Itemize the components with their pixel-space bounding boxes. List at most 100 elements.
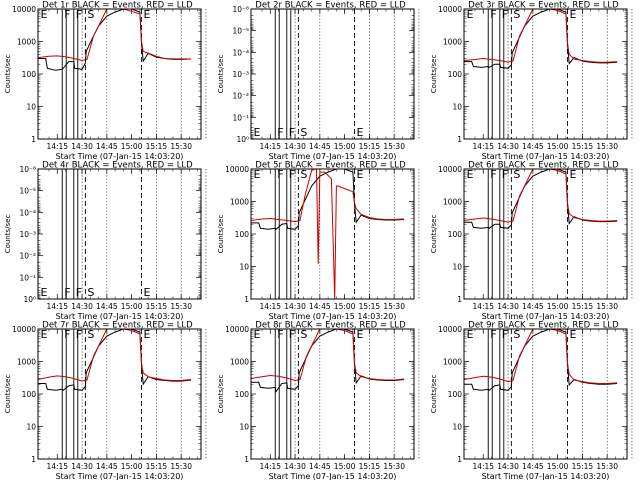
x-axis-label: Start Time (07-Jan-15 14:03:20) <box>269 472 397 480</box>
y-tick-label: 10000 <box>12 5 36 14</box>
x-tick-label: 15:30 <box>170 302 192 311</box>
x-tick-label: 14:15 <box>259 302 281 311</box>
series-lld-line <box>38 9 192 62</box>
det-panel-9: Det 9r BLACK = Events, RED = LLD Counts/s… <box>430 321 633 480</box>
y-tick-label: 10⁻⁵ <box>232 27 249 36</box>
y-axis-label: Counts/sec <box>217 55 225 94</box>
x-tick-label: 15:30 <box>383 142 405 151</box>
x-tick-label: 14:30 <box>497 462 519 471</box>
marker-label-e: E <box>41 286 48 299</box>
x-tick-label: 15:00 <box>121 462 143 471</box>
x-tick-label: 14:30 <box>71 142 93 151</box>
y-tick-label: 1000 <box>17 358 36 367</box>
plot-frame <box>463 8 628 140</box>
plot-frame <box>250 328 415 460</box>
y-tick-label: 10 <box>239 423 249 432</box>
series-lld-line <box>464 329 618 384</box>
y-axis-label: Counts/sec <box>430 375 438 414</box>
y-tick-label: 10000 <box>225 165 249 174</box>
marker-label-s: S <box>300 328 307 341</box>
x-tick-label: 15:15 <box>359 142 381 151</box>
x-tick-label: 14:15 <box>472 462 494 471</box>
marker-label-e: E <box>357 168 364 181</box>
y-tick-label: 1000 <box>230 358 249 367</box>
marker-label-f: F <box>502 168 508 181</box>
y-tick-label: 10 <box>452 263 462 272</box>
marker-label-e: E <box>144 328 151 341</box>
x-tick-label: 15:30 <box>596 302 618 311</box>
y-tick-label: 10000 <box>12 325 36 334</box>
y-tick-label: 100 <box>235 230 250 239</box>
x-tick-label: 14:30 <box>497 302 519 311</box>
x-tick-label: 14:30 <box>497 142 519 151</box>
y-axis-label: Counts/sec <box>4 215 12 254</box>
y-tick-label: 100 <box>22 390 37 399</box>
x-tick-label: 15:15 <box>146 302 168 311</box>
x-tick-label: 14:45 <box>522 142 544 151</box>
y-tick-label: 10⁻⁴ <box>232 48 249 57</box>
x-tick-label: 15:15 <box>359 302 381 311</box>
series-events-line <box>464 169 618 229</box>
marker-label-f: F <box>289 126 295 139</box>
y-tick-label: 1 <box>457 135 462 144</box>
marker-label-e: E <box>570 168 577 181</box>
plot-frame <box>37 8 202 140</box>
y-axis-label: Counts/sec <box>4 55 12 94</box>
x-tick-label: 14:15 <box>259 142 281 151</box>
y-tick-label: 100 <box>448 390 463 399</box>
x-tick-label: 14:15 <box>46 302 68 311</box>
y-tick-label: 1000 <box>230 198 249 207</box>
marker-label-e: E <box>41 8 48 21</box>
marker-label-s: S <box>513 8 520 21</box>
y-tick-label: 1 <box>244 455 249 464</box>
plot-frame <box>250 8 415 140</box>
marker-label-f: F <box>490 8 496 21</box>
marker-label-e: E <box>41 328 48 341</box>
det-panel-2: Det 2r BLACK = Events, RED = LLD Counts/s… <box>217 1 420 161</box>
x-tick-label: 15:15 <box>572 302 594 311</box>
y-tick-label: 10 <box>26 103 36 112</box>
x-tick-label: 15:15 <box>572 142 594 151</box>
marker-label-e: E <box>144 8 151 21</box>
x-tick-label: 14:15 <box>46 142 68 151</box>
series-lld-line <box>38 329 192 382</box>
x-tick-label: 15:00 <box>547 142 569 151</box>
marker-label-e: E <box>254 168 261 181</box>
x-tick-label: 15:00 <box>121 142 143 151</box>
x-axis-label: Start Time (07-Jan-15 14:03:20) <box>482 312 610 321</box>
y-tick-label: 100 <box>448 230 463 239</box>
plot-frame <box>250 168 415 300</box>
x-tick-label: 14:15 <box>46 462 68 471</box>
y-tick-label: 10⁰ <box>236 135 249 144</box>
y-tick-label: 1000 <box>443 198 462 207</box>
x-tick-label: 14:15 <box>472 142 494 151</box>
plot-frame <box>463 168 628 300</box>
x-axis-label: Start Time (07-Jan-15 14:03:20) <box>482 152 610 161</box>
y-tick-label: 10⁻³ <box>19 230 36 239</box>
y-tick-label: 10⁻⁶ <box>19 165 36 174</box>
panel-title: Det 2r BLACK = Events, RED = LLD <box>255 1 406 11</box>
x-tick-label: 15:30 <box>170 142 192 151</box>
det-panel-7: Det 7r BLACK = Events, RED = LLD Counts/s… <box>4 321 207 480</box>
det-panel-4: Det 4r BLACK = Events, RED = LLD Counts/s… <box>4 161 207 321</box>
y-tick-label: 1 <box>457 295 462 304</box>
marker-label-e: E <box>467 328 474 341</box>
x-tick-label: 15:15 <box>146 462 168 471</box>
series-events-line <box>251 329 405 393</box>
x-tick-label: 15:00 <box>334 142 356 151</box>
panel-title: Det 9r BLACK = Events, RED = LLD <box>468 321 619 331</box>
panel-title: Det 5r BLACK = Events, RED = LLD <box>255 161 406 171</box>
x-tick-label: 14:45 <box>96 462 118 471</box>
series-events-line <box>464 329 618 391</box>
y-tick-label: 10000 <box>438 165 462 174</box>
x-axis-label: Start Time (07-Jan-15 14:03:20) <box>269 152 397 161</box>
x-tick-label: 14:30 <box>284 142 306 151</box>
marker-label-f: F <box>277 168 283 181</box>
x-tick-label: 14:30 <box>284 462 306 471</box>
series-lld-line <box>251 169 405 299</box>
plot-frame <box>37 168 202 300</box>
x-tick-label: 15:00 <box>547 302 569 311</box>
y-tick-label: 10⁻¹ <box>19 273 36 282</box>
marker-label-f: F <box>64 286 70 299</box>
x-tick-label: 15:00 <box>121 302 143 311</box>
